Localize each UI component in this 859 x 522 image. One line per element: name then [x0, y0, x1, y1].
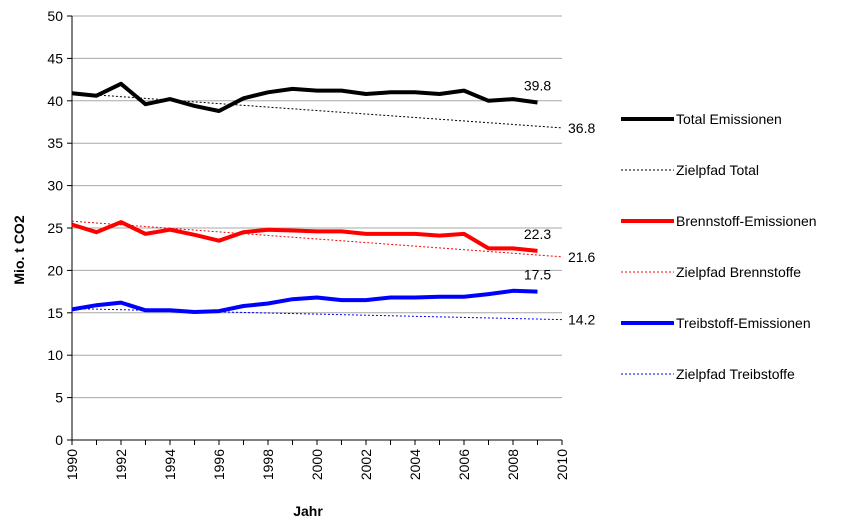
data-label: 36.8 [568, 120, 595, 136]
legend-label: Zielpfad Treibstoffe [676, 366, 795, 382]
y-tick-label: 45 [47, 50, 63, 66]
y-tick-label: 20 [47, 262, 63, 278]
x-tick-label: 2008 [505, 449, 521, 480]
y-tick-label: 25 [47, 220, 63, 236]
legend-label: Brennstoff-Emissionen [676, 213, 817, 229]
y-tick-label: 50 [47, 8, 63, 24]
grid-lines [72, 15, 562, 399]
x-tick-label: 1990 [64, 449, 80, 480]
legend-label: Zielpfad Total [676, 162, 759, 178]
y-tick-label: 15 [47, 305, 63, 321]
x-tick-label: 1996 [211, 449, 227, 480]
legend-label: Treibstoff-Emissionen [676, 315, 811, 331]
x-tick-labels: 1990 1992 1994 1996 1998 2000 2002 2004 2006 2008… [64, 449, 570, 480]
x-tick-label: 2004 [407, 449, 423, 480]
x-tick-label: 1998 [260, 449, 276, 480]
y-tick-label: 35 [47, 135, 63, 151]
data-label: 17.5 [524, 267, 551, 283]
series-line-brennstoff-emissionen [71, 220, 538, 253]
axes [67, 15, 563, 445]
series-lines [71, 81, 563, 321]
y-axis-title: Mio. t CO2 [11, 215, 27, 284]
y-tick-label: 10 [47, 347, 63, 363]
data-label: 14.2 [568, 312, 595, 328]
legend-label: Total Emissionen [676, 111, 782, 127]
x-tick-label: 1994 [162, 449, 178, 480]
y-tick-label: 5 [55, 390, 63, 406]
x-tick-label: 2006 [456, 449, 472, 480]
series-line-zielpfad-brennstoffe [71, 220, 563, 258]
y-tick-label: 0 [55, 432, 63, 448]
y-tick-label: 30 [47, 178, 63, 194]
x-tick-label: 2002 [358, 449, 374, 480]
y-tick-labels: 0 5 10 15 20 25 30 35 40 45 50 [47, 8, 63, 448]
y-tick-label: 40 [47, 93, 63, 109]
series-line-zielpfad-total [71, 92, 563, 129]
x-tick-label: 2010 [554, 449, 570, 480]
legend-label: Zielpfad Brennstoffe [676, 264, 801, 280]
data-label: 39.8 [524, 77, 551, 93]
data-label: 21.6 [568, 249, 595, 265]
data-label: 22.3 [524, 226, 551, 242]
series-line-treibstoff-emissionen [71, 288, 538, 314]
data-labels: 39.8 36.8 22.3 21.6 17.5 14.2 [524, 77, 596, 327]
legend: Total Emissionen Zielpfad Total Brennstoff… [621, 111, 817, 382]
series-line-total-emissionen [71, 81, 538, 113]
x-tick-label: 1992 [113, 449, 129, 480]
x-tick-label: 2000 [309, 449, 325, 480]
series-line-zielpfad-treibstoffe [71, 308, 563, 321]
x-axis-title: Jahr [293, 503, 323, 519]
